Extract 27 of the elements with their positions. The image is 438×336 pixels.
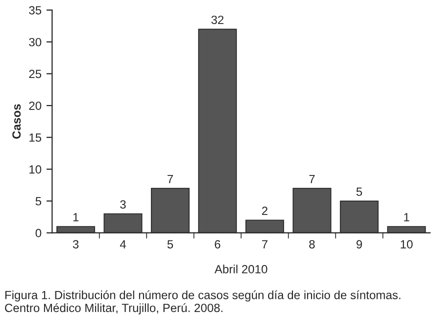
x-tick-label: 6: [214, 240, 220, 248]
data-label: 2: [262, 206, 268, 215]
y-tick-label: 5: [36, 197, 42, 206]
data-label: 32: [211, 16, 224, 24]
x-tick-label: 3: [72, 240, 79, 248]
text: Figura 1. Distribución del número de casos según día de inicio de síntomas. Centro Médico Militar, Trujillo, Perú. 2008.: [4, 290, 400, 314]
y-tick-label: 20: [29, 102, 42, 110]
x-tick-label: 9: [356, 240, 362, 248]
y-tick-label: 15: [29, 134, 42, 142]
x-tick-label: 7: [262, 240, 268, 248]
x-tick-label: 4: [120, 240, 126, 248]
y-tick-label: 0: [36, 228, 42, 238]
data-label: 7: [309, 174, 315, 184]
x-tick-label: 8: [309, 240, 315, 248]
data-label: 1: [404, 213, 410, 222]
x-tick-label: 5: [167, 240, 174, 248]
y-axis-title: Casos: [12, 104, 21, 139]
data-label: 5: [356, 188, 362, 196]
data-label: 1: [73, 213, 78, 222]
x-tick-label: 10: [400, 240, 413, 248]
x-axis-title: Abril 2010: [214, 264, 268, 274]
y-tick-label: 10: [29, 165, 42, 174]
y-tick-label: 30: [29, 38, 42, 46]
y-tick-label: 25: [29, 70, 42, 78]
data-label: 3: [120, 200, 126, 209]
y-tick-label: 35: [29, 6, 42, 14]
data-label: 7: [168, 174, 173, 184]
